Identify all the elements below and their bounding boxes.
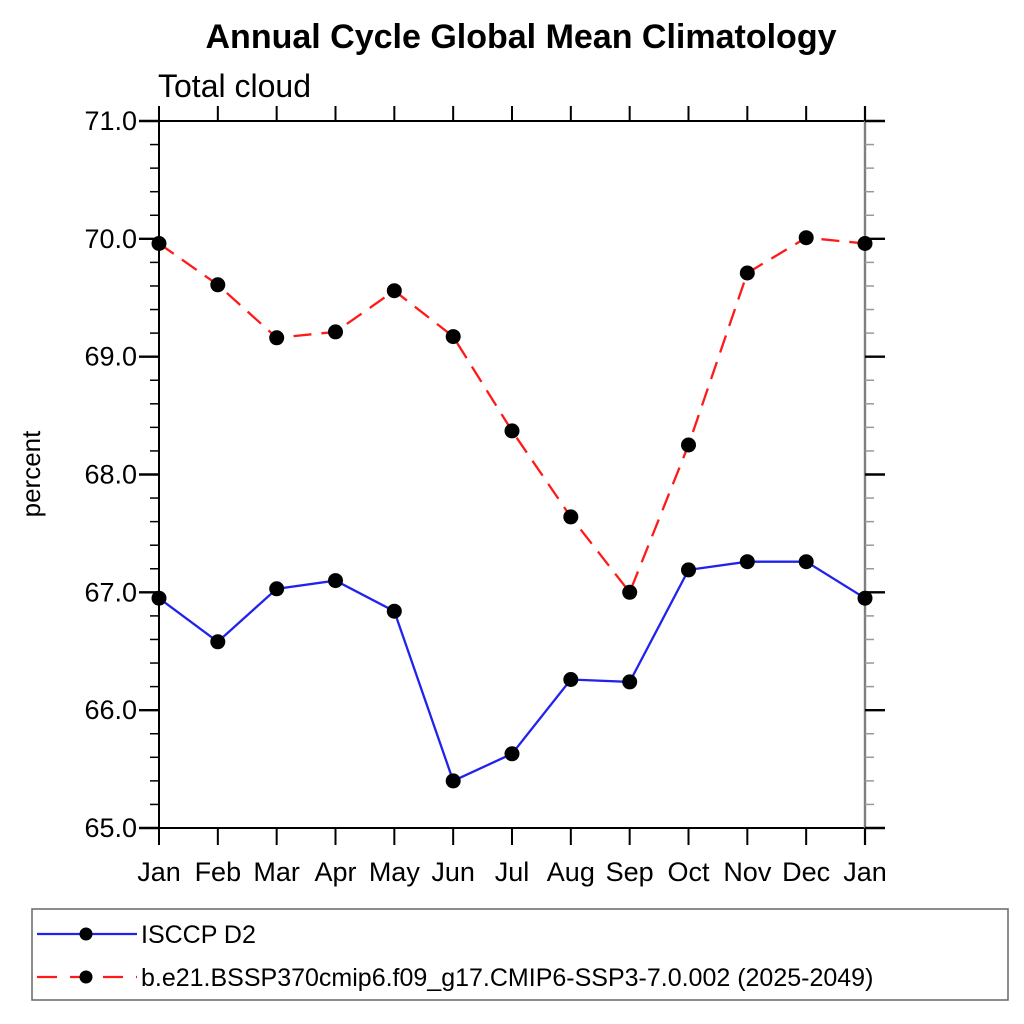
- data-point-marker: [681, 562, 696, 578]
- x-tick-label: May: [369, 857, 421, 887]
- data-point-marker: [504, 423, 520, 439]
- x-tick-label: Apr: [314, 857, 356, 887]
- chart-title: Annual Cycle Global Mean Climatology: [206, 18, 837, 56]
- legend-marker: [79, 927, 93, 941]
- data-point-marker: [857, 590, 873, 606]
- data-point-marker: [563, 509, 579, 525]
- chart-subtitle: Total cloud: [158, 68, 311, 104]
- x-tick-label: Jan: [137, 857, 181, 887]
- x-tick-label: Jul: [495, 857, 530, 887]
- y-tick-label: 70.0: [84, 224, 137, 254]
- data-point-marker: [622, 584, 638, 600]
- legend-marker: [79, 970, 93, 984]
- x-tick-label: Sep: [606, 857, 654, 887]
- data-point-marker: [739, 554, 755, 570]
- data-point-marker: [328, 573, 343, 589]
- y-tick-label: 66.0: [84, 695, 137, 725]
- data-point-marker: [798, 554, 814, 570]
- x-tick-label: Jun: [431, 857, 475, 887]
- data-point-marker: [739, 265, 755, 281]
- x-tick-label: Jan: [843, 857, 887, 887]
- data-point-marker: [798, 230, 814, 246]
- x-tick-label: Mar: [253, 857, 300, 887]
- legend-item: b.e21.BSSP370cmip6.f09_g17.CMIP6-SSP3-7.…: [37, 964, 873, 992]
- data-point-marker: [445, 773, 461, 789]
- legend-label: b.e21.BSSP370cmip6.f09_g17.CMIP6-SSP3-7.…: [141, 964, 873, 992]
- data-point-marker: [269, 330, 285, 346]
- y-tick-label: 68.0: [84, 460, 137, 490]
- x-tick-label: Oct: [667, 857, 710, 887]
- data-point-marker: [386, 603, 402, 619]
- data-point-marker: [210, 634, 226, 650]
- x-tick-label: Aug: [547, 857, 595, 887]
- data-point-marker: [386, 283, 402, 299]
- data-point-marker: [504, 746, 520, 762]
- x-tick-label: Nov: [723, 857, 772, 887]
- plot-series: [151, 230, 873, 789]
- data-point-marker: [681, 437, 696, 453]
- y-tick-label: 69.0: [84, 342, 137, 372]
- data-point-marker: [445, 329, 461, 345]
- data-point-marker: [151, 236, 167, 251]
- y-tick-label: 71.0: [84, 106, 137, 136]
- data-point-marker: [210, 277, 226, 293]
- data-point-marker: [328, 324, 343, 340]
- data-point-marker: [151, 590, 167, 606]
- series-line-dashed: [158, 236, 866, 595]
- y-axis-label: percent: [16, 430, 46, 517]
- data-point-marker: [857, 236, 873, 251]
- legend-item: ISCCP D2: [37, 921, 256, 949]
- legend: ISCCP D2 b.e21.BSSP370cmip6.f09_g17.CMIP6…: [31, 908, 1009, 1001]
- axes: Jan Feb Mar Apr May Jun Jul Aug Sep Oct Nov Dec Jan6…: [84, 106, 887, 887]
- legend-label: ISCCP D2: [141, 921, 256, 949]
- data-point-marker: [622, 674, 638, 690]
- x-tick-label: Feb: [195, 857, 242, 887]
- y-tick-label: 67.0: [84, 577, 137, 607]
- legend-box: [31, 908, 1009, 1001]
- y-tick-label: 65.0: [84, 813, 137, 843]
- data-point-marker: [563, 672, 579, 687]
- x-tick-label: Dec: [782, 857, 830, 887]
- data-point-marker: [269, 581, 285, 597]
